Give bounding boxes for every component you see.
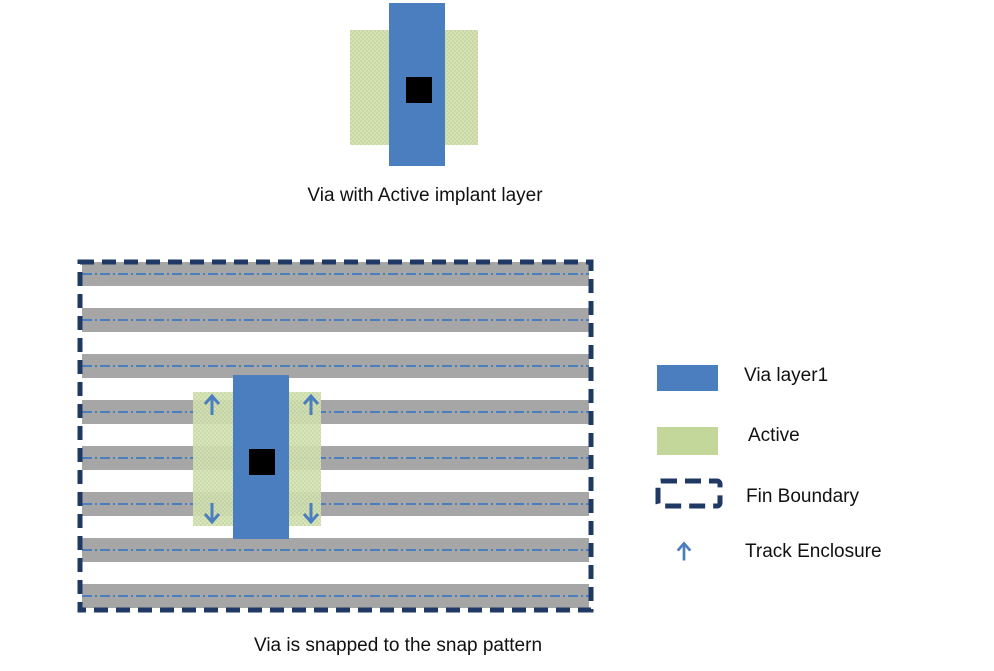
snap-pattern: [77, 259, 594, 613]
top-caption: Via with Active implant layer: [307, 185, 543, 206]
via-contact: [249, 449, 275, 475]
legend-track-enclosure-label: Track Enclosure: [745, 541, 882, 562]
fin-boundary: [77, 259, 594, 613]
legend-track-enclosure-icon: [676, 541, 692, 562]
legend: Via layer1 Active Fin Boundary Track Enc…: [655, 365, 882, 562]
top-via-contact: [406, 77, 432, 103]
legend-via-label: Via layer1: [744, 365, 828, 386]
legend-fin-boundary-swatch: [655, 478, 723, 509]
bottom-caption: Via is snapped to the snap pattern: [254, 635, 542, 656]
legend-via-swatch: [657, 365, 718, 391]
legend-fin-boundary-label: Fin Boundary: [746, 486, 860, 507]
top-via-group: [350, 3, 478, 166]
legend-active-label: Active: [748, 425, 800, 446]
fin-tracks: [82, 262, 589, 608]
legend-active-swatch: [657, 427, 718, 455]
